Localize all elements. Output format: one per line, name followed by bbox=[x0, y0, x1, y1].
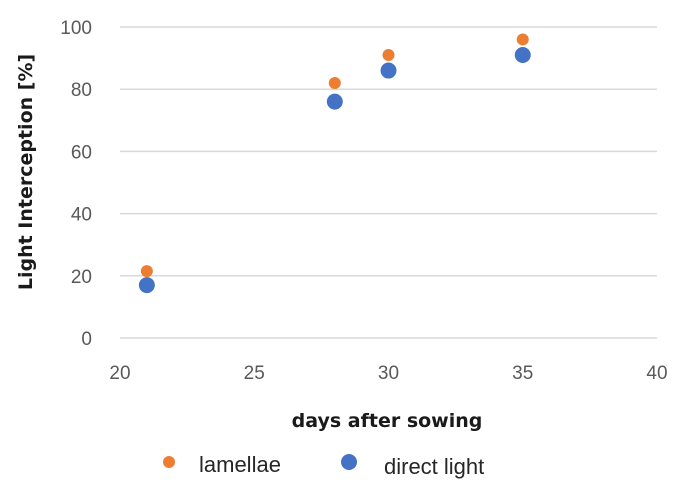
data-point-direct-light bbox=[514, 46, 531, 63]
y-tick-label: 40 bbox=[71, 205, 92, 226]
y-tick-label: 20 bbox=[71, 267, 92, 288]
y-tick-label: 80 bbox=[71, 80, 92, 101]
data-point-lamellae bbox=[140, 265, 153, 278]
data-point-direct-light bbox=[326, 93, 343, 110]
gridlines bbox=[120, 26, 657, 339]
data-point-lamellae bbox=[328, 76, 341, 89]
x-tick-label: 25 bbox=[244, 363, 265, 384]
legend: lamellae direct light bbox=[163, 452, 484, 479]
data-point-direct-light bbox=[138, 277, 155, 294]
legend-marker-direct-light bbox=[341, 454, 357, 470]
data-point-lamellae bbox=[382, 48, 395, 61]
y-tick-label: 0 bbox=[81, 329, 92, 350]
x-tick-label: 20 bbox=[109, 363, 130, 384]
data-points bbox=[138, 33, 531, 294]
data-point-direct-light bbox=[380, 62, 397, 79]
x-tick-label: 30 bbox=[378, 363, 399, 384]
y-axis-tick-labels: 0 20 40 60 80 100 bbox=[60, 18, 92, 350]
y-tick-label: 60 bbox=[71, 142, 92, 163]
x-tick-label: 35 bbox=[512, 363, 533, 384]
x-axis-tick-labels: 20 25 30 35 40 bbox=[109, 363, 667, 384]
data-point-lamellae bbox=[516, 33, 529, 46]
legend-label-lamellae: lamellae bbox=[199, 452, 281, 477]
legend-marker-lamellae bbox=[163, 456, 175, 468]
x-tick-label: 40 bbox=[646, 363, 667, 384]
x-axis-title: days after sowing bbox=[292, 410, 483, 432]
y-axis-title: Light Interception [%] bbox=[15, 54, 37, 290]
y-tick-label: 100 bbox=[60, 18, 92, 39]
legend-label-direct-light: direct light bbox=[384, 454, 484, 479]
